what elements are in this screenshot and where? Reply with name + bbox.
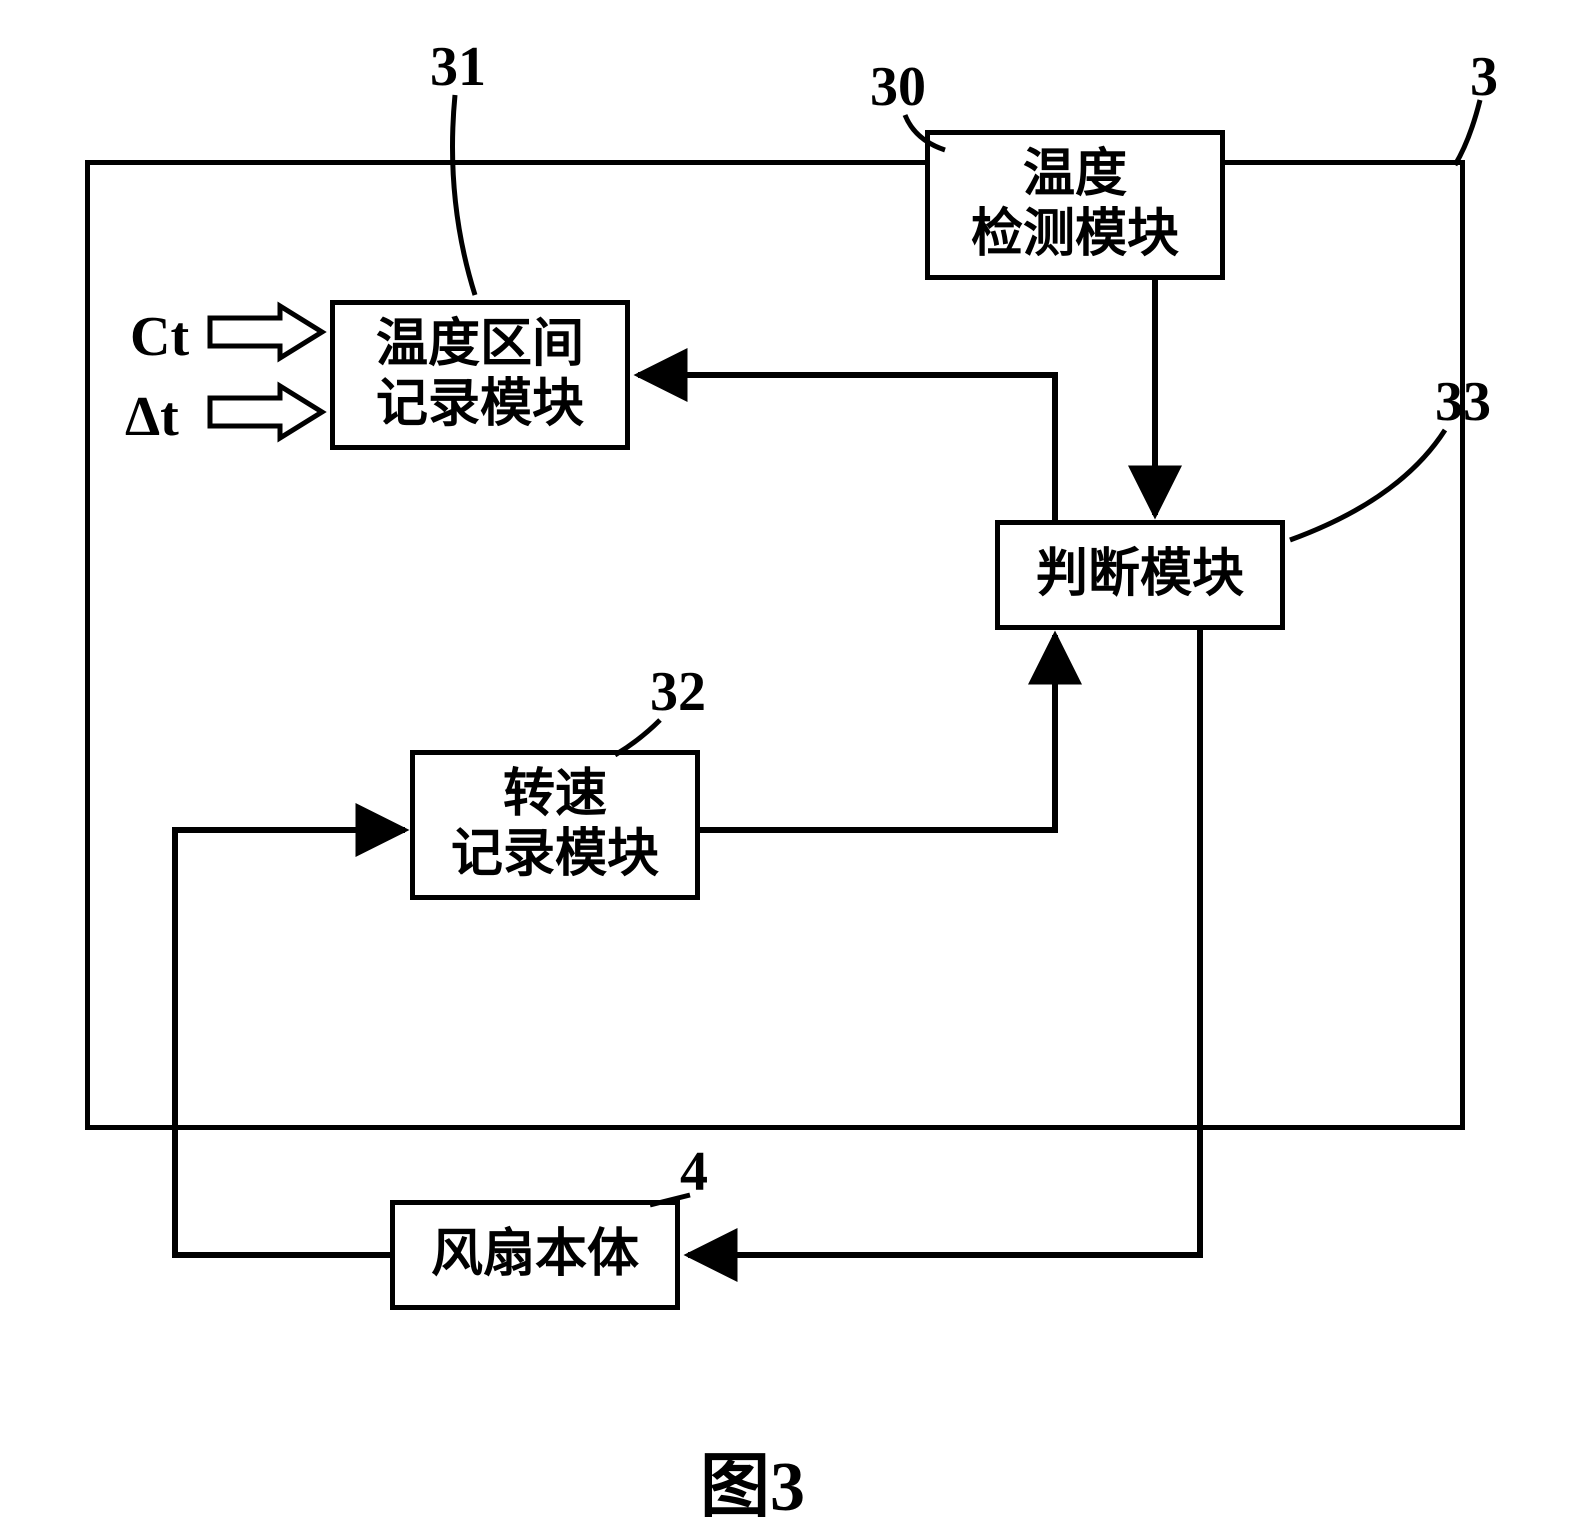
ref-3: 3: [1470, 45, 1498, 109]
input-dt: Δt: [125, 385, 179, 449]
ref-31: 31: [430, 35, 486, 99]
block-judge: 判断模块: [995, 520, 1285, 630]
temp-range-line2: 记录模块: [376, 375, 584, 435]
ref-30: 30: [870, 55, 926, 119]
block-fan-body: 风扇本体: [390, 1200, 680, 1310]
speed-rec-line2: 记录模块: [451, 825, 659, 885]
speed-rec-line1: 转速: [503, 765, 607, 825]
temp-detect-line2: 检测模块: [971, 205, 1179, 265]
temp-range-line1: 温度区间: [376, 315, 584, 375]
ref-33: 33: [1435, 370, 1491, 434]
temp-detect-line1: 温度: [1023, 145, 1127, 205]
block-temp-detect: 温度 检测模块: [925, 130, 1225, 280]
ref-4: 4: [680, 1140, 708, 1204]
input-ct: Ct: [130, 305, 189, 369]
figure-label: 图3: [700, 1430, 805, 1531]
judge-line1: 判断模块: [1036, 545, 1244, 605]
fan-body-line1: 风扇本体: [431, 1225, 639, 1285]
ref-32: 32: [650, 660, 706, 724]
block-temp-range: 温度区间 记录模块: [330, 300, 630, 450]
diagram-canvas: 温度 检测模块 温度区间 记录模块 判断模块 转速 记录模块 风扇本体 31 3…: [0, 0, 1573, 1539]
outer-box: [85, 160, 1465, 1130]
block-speed-rec: 转速 记录模块: [410, 750, 700, 900]
